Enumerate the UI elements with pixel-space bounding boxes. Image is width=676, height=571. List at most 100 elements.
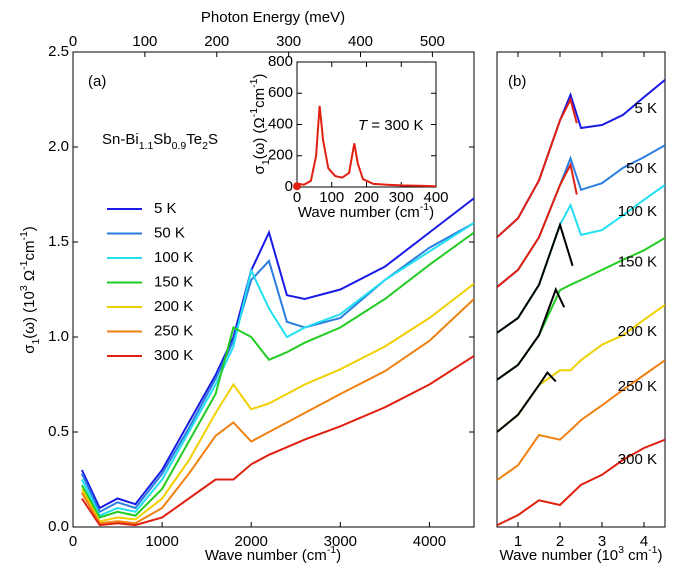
series-line bbox=[497, 359, 665, 481]
compound-label-part: 2 bbox=[202, 140, 208, 152]
x-tick-label: 3000 bbox=[324, 533, 357, 550]
inset-y-axis-title: σ1(ω) (Ω-1cm-1) bbox=[248, 74, 272, 175]
y-tick-label: 2.0 bbox=[48, 138, 69, 155]
legend-label: 50 K bbox=[154, 224, 185, 241]
x-axis-title: Wave number (103 cm-1) bbox=[499, 544, 662, 564]
y-axis-title-part: (ω) (10 bbox=[21, 291, 38, 339]
compound-label-part: Sn-Bi bbox=[102, 131, 139, 148]
x-tick-label: 300 bbox=[389, 189, 414, 206]
y-tick-label: 800 bbox=[268, 53, 293, 70]
x-axis-title-part: ) bbox=[336, 547, 341, 564]
inset-y-axis-title-part: cm bbox=[251, 88, 268, 108]
inset-y-axis-title-part: -1 bbox=[248, 108, 260, 117]
compound-label-part: Sb bbox=[153, 131, 171, 148]
series-label: 200 K bbox=[618, 323, 657, 340]
plot-frame bbox=[72, 51, 475, 528]
dc-point bbox=[293, 182, 301, 191]
x-tick-label: 4000 bbox=[413, 533, 446, 550]
y-axis-title-part: 3 bbox=[18, 285, 30, 291]
x-tick-label: 3 bbox=[598, 533, 606, 550]
x-tick-label: 1000 bbox=[145, 533, 178, 550]
series-label: 50 K bbox=[626, 160, 657, 177]
x-axis-title-part: ) bbox=[658, 547, 663, 564]
top-x-tick-label: 0 bbox=[69, 33, 77, 50]
inset-x-axis-title-part: Wave number (cm bbox=[298, 204, 420, 221]
compound-label-part: S bbox=[208, 131, 218, 148]
legend-label: 300 K bbox=[154, 347, 193, 364]
y-tick-label: 2.5 bbox=[48, 43, 69, 60]
x-tick-label: 0 bbox=[69, 533, 77, 550]
y-axis-title: σ1(ω) (103 Ω-1cm-1) bbox=[18, 226, 42, 354]
series-line bbox=[81, 231, 474, 519]
series-label: 100 K bbox=[618, 203, 657, 220]
series-line bbox=[81, 283, 474, 523]
compound-label-part: Te bbox=[186, 131, 202, 148]
plot-frame bbox=[496, 51, 666, 528]
y-tick-label: 0.5 bbox=[48, 423, 69, 440]
inset-y-axis-title-part: (ω) (Ω bbox=[251, 117, 268, 159]
legend-label: 100 K bbox=[154, 249, 193, 266]
panel-label: (b) bbox=[508, 73, 526, 90]
series-label: 150 K bbox=[618, 253, 657, 270]
inset-annotation-part: T bbox=[358, 117, 369, 134]
series-group bbox=[80, 197, 474, 527]
x-axis-title-part: -1 bbox=[327, 544, 336, 556]
series-line bbox=[81, 298, 474, 525]
top-axis-title: Photon Energy (meV) bbox=[201, 9, 345, 26]
x-axis-title: Wave number (cm-1) bbox=[205, 544, 341, 564]
inset-x-axis-title-part: -1 bbox=[420, 201, 429, 213]
x-tick-label: 200 bbox=[354, 189, 379, 206]
panel-label: (a) bbox=[88, 73, 106, 90]
fit-line bbox=[497, 286, 566, 381]
compound-label-part: 0.9 bbox=[172, 140, 187, 152]
top-x-tick-label: 400 bbox=[348, 33, 373, 50]
series-line bbox=[80, 197, 474, 510]
series-line bbox=[298, 105, 436, 187]
inset-y-axis-title-part: σ bbox=[251, 164, 268, 174]
x-tick-label: 0 bbox=[293, 189, 301, 206]
y-axis-title-part: 1 bbox=[30, 339, 42, 345]
inset-y-axis-title-part: -1 bbox=[248, 78, 260, 87]
y-tick-label: 1.5 bbox=[48, 233, 69, 250]
series-group bbox=[298, 105, 436, 187]
inset-annotation-part: = 300 K bbox=[367, 117, 423, 134]
compound-label-part: 1.1 bbox=[139, 140, 154, 152]
y-tick-label: 600 bbox=[268, 84, 293, 101]
x-tick-label: 4 bbox=[640, 533, 648, 550]
x-axis-title-part: 3 bbox=[618, 544, 624, 556]
y-axis-title-part: cm bbox=[21, 241, 38, 261]
series-label: 250 K bbox=[618, 378, 657, 395]
top-x-tick-label: 100 bbox=[132, 33, 157, 50]
x-tick-label: 1 bbox=[514, 533, 522, 550]
inset-y-axis-title-part: ) bbox=[251, 74, 268, 79]
y-axis-title-part: Ω bbox=[21, 270, 38, 285]
compound-label: Sn-Bi1.1Sb0.9Te2S bbox=[102, 131, 218, 152]
series-group bbox=[497, 79, 665, 527]
legend-label: 5 K bbox=[154, 200, 177, 217]
y-tick-label: 1.0 bbox=[48, 328, 69, 345]
x-axis-title-part: Wave number (10 bbox=[499, 547, 618, 564]
x-tick-label: 400 bbox=[423, 189, 448, 206]
legend-label: 200 K bbox=[154, 298, 193, 315]
y-tick-label: 0.0 bbox=[48, 518, 69, 535]
fit-line bbox=[497, 96, 578, 239]
y-axis-title-part: σ bbox=[21, 344, 38, 354]
y-tick-label: 0 bbox=[285, 178, 293, 195]
series-label: 300 K bbox=[618, 451, 657, 468]
series-line bbox=[81, 355, 474, 527]
series-line bbox=[497, 438, 665, 527]
inset-x-axis-title: Wave number (cm-1) bbox=[298, 201, 434, 221]
x-axis-title-part: Wave number (cm bbox=[205, 547, 327, 564]
x-axis-title-part: cm bbox=[624, 547, 648, 564]
top-x-tick-label: 500 bbox=[420, 33, 445, 50]
fit-line bbox=[497, 371, 557, 433]
fit-line bbox=[497, 161, 578, 288]
y-tick-label: 400 bbox=[268, 115, 293, 132]
x-tick-label: 2000 bbox=[235, 533, 268, 550]
y-tick-label: 200 bbox=[268, 147, 293, 164]
y-axis-title-part: ) bbox=[21, 226, 38, 231]
inset-x-axis-title-part: ) bbox=[429, 204, 434, 221]
x-tick-label: 100 bbox=[319, 189, 344, 206]
series-label: 5 K bbox=[634, 100, 657, 117]
